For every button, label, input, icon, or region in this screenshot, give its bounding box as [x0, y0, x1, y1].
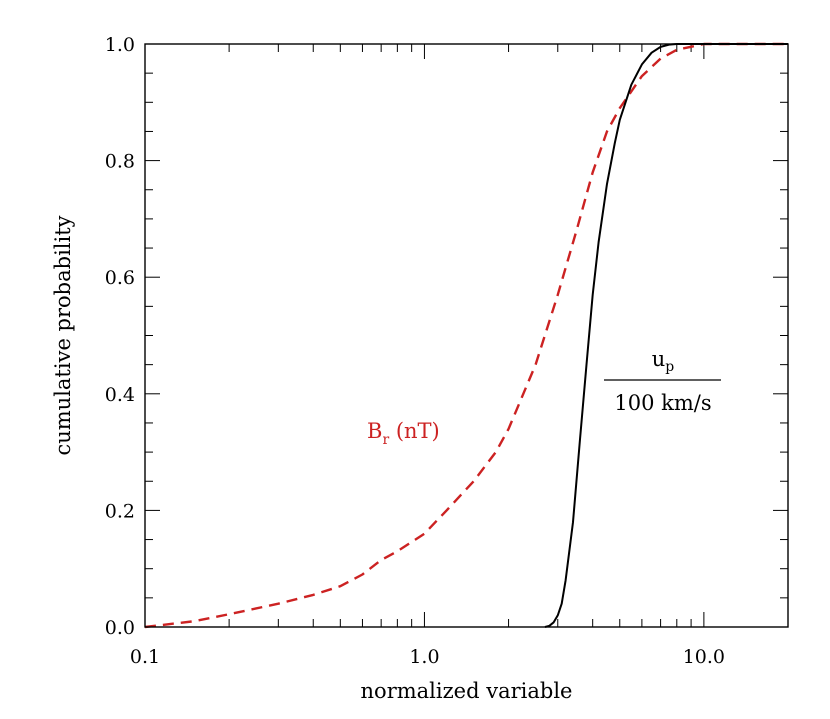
- up-label-numerator: up: [652, 347, 675, 375]
- plot-frame: [144, 43, 789, 628]
- series-line-br: [144, 42, 788, 629]
- y-axis-label: cumulative probability: [51, 215, 75, 455]
- series-line-up: [544, 43, 788, 628]
- up-label-denominator: 100 km/s: [614, 391, 711, 415]
- up-label-main: u: [652, 347, 666, 371]
- y-tick-label: 0.8: [105, 151, 135, 173]
- x-tick-label: 0.1: [130, 646, 160, 668]
- x-tick-label: 1.0: [409, 646, 439, 668]
- y-tick-label: 0.2: [105, 500, 135, 522]
- y-tick-label: 0.4: [105, 384, 135, 406]
- tick-labels: 0.1 1.0 10.0 0.0 0.2 0.4 0.6 0.8 1.0: [105, 34, 725, 668]
- br-label-main: B: [367, 419, 382, 443]
- up-series-label: up 100 km/s: [604, 347, 721, 415]
- up-label-subscript: p: [665, 359, 674, 375]
- y-tick-label: 0.6: [105, 267, 135, 289]
- y-tick-label: 1.0: [105, 34, 135, 56]
- br-label-unit: (nT): [389, 419, 440, 443]
- br-series-label: Br (nT): [367, 419, 440, 448]
- br-label-subscript: r: [382, 432, 389, 448]
- axis-ticks: [144, 43, 789, 628]
- x-tick-label: 10.0: [683, 646, 725, 668]
- series-layer: [144, 42, 788, 629]
- x-axis-label: normalized variable: [361, 679, 573, 703]
- y-tick-label: 0.0: [105, 617, 135, 639]
